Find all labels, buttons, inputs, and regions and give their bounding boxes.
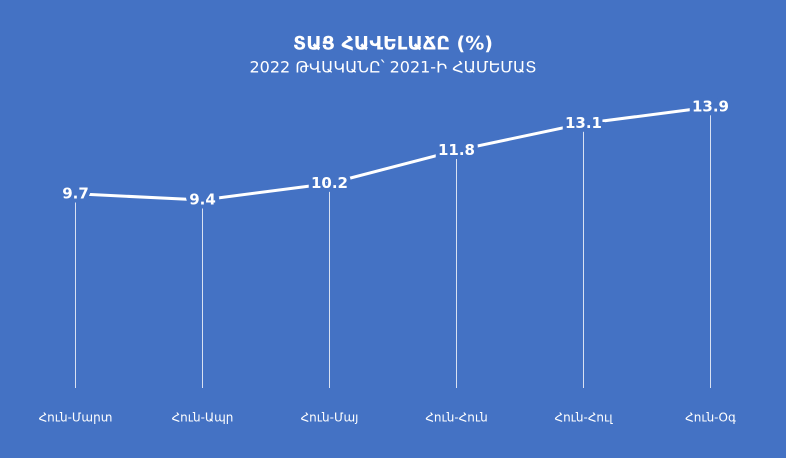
x-tick-label: Հուն-Օգ (685, 411, 736, 425)
data-label: 10.2 (311, 174, 348, 192)
data-label: 11.8 (438, 141, 475, 159)
data-label: 13.1 (565, 114, 602, 132)
data-label: 13.9 (692, 98, 729, 116)
data-label: 9.7 (62, 184, 89, 202)
line (75, 105, 711, 202)
chart-subtitle: 2022 ԹՎԱԿԱՆԸ՝ 2021-Ի ՀԱՄԵՄԱՏ (249, 58, 536, 77)
chart-title: ՏԱՑ ՀԱՎԵԼԱՃԸ (%) (293, 33, 493, 55)
x-tick-label: Հուն-Ապր (172, 411, 234, 425)
x-tick-label: Հուն-Հուլ (554, 411, 613, 425)
x-tick-label: Հուն-Մայ (301, 411, 359, 425)
x-tick-label: Հուն-Մարտ (39, 411, 113, 425)
data-label: 9.4 (189, 191, 216, 209)
x-tick-label: Հուն-Հուն (425, 411, 487, 425)
